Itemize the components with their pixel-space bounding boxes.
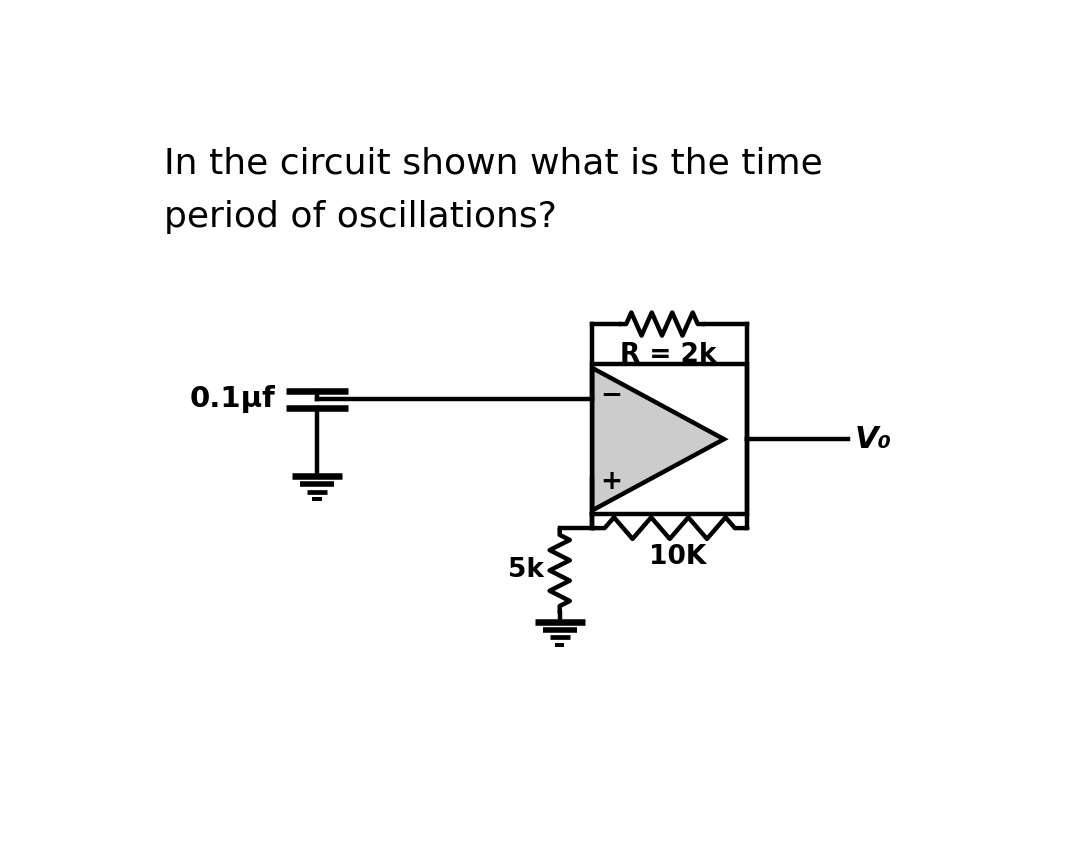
Text: 5k: 5k xyxy=(509,558,544,584)
Text: V₀: V₀ xyxy=(854,425,891,453)
Text: In the circuit shown what is the time: In the circuit shown what is the time xyxy=(164,146,823,180)
Text: period of oscillations?: period of oscillations? xyxy=(164,201,557,234)
Text: 10K: 10K xyxy=(649,543,706,569)
Text: R = 2k: R = 2k xyxy=(620,342,716,368)
Text: 0.1μf: 0.1μf xyxy=(189,385,275,413)
Bar xyxy=(592,364,747,514)
Polygon shape xyxy=(592,368,724,510)
Text: −: − xyxy=(600,383,622,409)
Text: +: + xyxy=(600,469,622,495)
